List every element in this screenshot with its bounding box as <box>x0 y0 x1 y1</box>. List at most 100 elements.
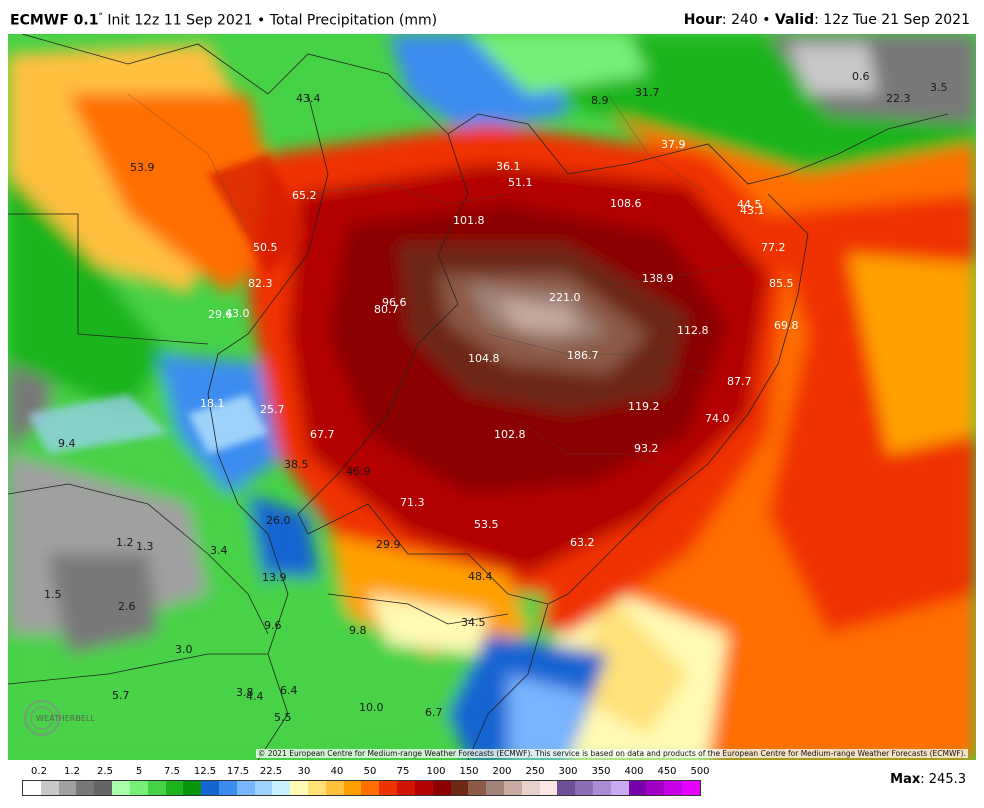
logo-text: WEATHERBELL <box>36 714 95 723</box>
precip-value-label: 1.3 <box>136 540 154 553</box>
legend-swatch <box>593 781 611 795</box>
precip-value-label: 4.4 <box>246 690 264 703</box>
precip-value-label: 63.2 <box>570 536 595 549</box>
legend-swatch <box>521 781 540 795</box>
legend-swatch <box>40 781 59 795</box>
precip-value-label: 108.6 <box>610 197 642 210</box>
precip-value-label: 8.9 <box>591 94 609 107</box>
map-canvas <box>8 34 976 760</box>
precip-value-label: 0.6 <box>852 70 870 83</box>
precip-value-label: 29.9 <box>376 538 401 551</box>
legend-label: 0.2 <box>31 766 47 777</box>
legend-label: 200 <box>492 766 512 777</box>
forecast-time: Hour: 240 • Valid: 12z Tue 21 Sep 2021 <box>684 12 970 28</box>
precip-value-label: 22.3 <box>886 92 911 105</box>
model-name: ECMWF 0.1 <box>10 12 99 29</box>
legend-label: 2.5 <box>97 766 113 777</box>
precip-value-label: 18.1 <box>200 397 225 410</box>
precip-value-label: 87.7 <box>727 375 752 388</box>
precip-value-label: 13.9 <box>262 571 287 584</box>
header: ECMWF 0.1° Init 12z 11 Sep 2021 • Total … <box>0 0 984 34</box>
precip-value-label: 69.8 <box>774 319 799 332</box>
precip-value-label: 29.6 <box>208 308 233 321</box>
legend-label: 75 <box>396 766 410 777</box>
map-title: ECMWF 0.1° Init 12z 11 Sep 2021 • Total … <box>10 12 437 29</box>
legend-swatch <box>682 781 700 795</box>
precip-value-label: 43.0 <box>225 307 250 320</box>
legend-swatch <box>76 781 95 795</box>
precip-value-label: 46.9 <box>346 465 371 478</box>
legend-swatch <box>236 781 255 795</box>
precip-value-label: 3.5 <box>930 81 948 94</box>
valid-label: Valid <box>774 12 815 28</box>
legend-swatch <box>308 781 326 795</box>
state-borders <box>127 93 749 475</box>
legend-label: 450 <box>657 766 677 777</box>
max-value: Max: 245.3 <box>890 772 966 787</box>
precip-value-label: 37.9 <box>661 138 686 151</box>
legend-label: 350 <box>591 766 611 777</box>
precip-value-label: 186.7 <box>567 349 599 362</box>
legend-swatch <box>254 781 273 795</box>
precip-value-label: 221.0 <box>549 291 581 304</box>
max-number: : 245.3 <box>920 772 966 787</box>
legend-label: 1.2 <box>64 766 80 777</box>
legend-label: 50 <box>363 766 377 777</box>
legend-label: 7.5 <box>164 766 180 777</box>
legend-swatch <box>201 781 219 795</box>
legend-label: 500 <box>690 766 710 777</box>
legend-swatch <box>539 781 558 795</box>
legend-swatch <box>343 781 362 795</box>
precip-value-label: 138.9 <box>642 272 674 285</box>
precip-value-label: 74.0 <box>705 412 730 425</box>
precip-value-label: 71.3 <box>400 496 425 509</box>
legend-swatch <box>503 781 522 795</box>
legend-swatch <box>486 781 504 795</box>
precip-value-label: 5.5 <box>274 711 292 724</box>
precip-value-label: 43.1 <box>740 204 765 217</box>
legend-label: 30 <box>297 766 311 777</box>
precip-value-label: 3.0 <box>175 643 193 656</box>
precip-value-label: 50.5 <box>253 241 278 254</box>
legend-swatch <box>129 781 148 795</box>
precip-value-label: 67.7 <box>310 428 335 441</box>
legend-swatch <box>112 781 130 795</box>
legend-swatch <box>165 781 184 795</box>
legend-swatch <box>379 781 398 795</box>
precip-value-label: 1.5 <box>44 588 62 601</box>
precipitation-map[interactable]: 43.4 8.9 31.7 0.6 3.5 22.3 53.9 36.1 51.1 37.9 65.… <box>8 34 976 760</box>
legend-swatch <box>575 781 593 795</box>
precip-value-label: 5.7 <box>112 689 130 702</box>
valid-value: : 12z Tue 21 Sep 2021 <box>814 12 970 28</box>
legend-label: 22.5 <box>259 766 283 777</box>
legend-label: 17.5 <box>226 766 250 777</box>
legend-bar <box>22 780 701 796</box>
legend-swatch <box>147 781 166 795</box>
precip-value-label: 9.4 <box>58 437 76 450</box>
hour-label: Hour <box>683 12 722 28</box>
country-borders <box>8 34 949 760</box>
color-legend: 0.2 1.2 2.5 5 7.5 12.5 17.5 22.5 30 40 50 75 100 150 2… <box>22 764 710 804</box>
legend-label: 100 <box>426 766 446 777</box>
legend-swatch <box>58 781 77 795</box>
degree-sign: ° <box>98 12 103 22</box>
separator: • <box>257 12 266 29</box>
legend-swatch <box>450 781 469 795</box>
precip-value-label: 3.8 <box>236 686 254 699</box>
precip-value-label: 44.5 <box>737 198 762 211</box>
precip-value-label: 101.8 <box>453 214 485 227</box>
legend-swatch <box>414 781 433 795</box>
legend-swatch <box>397 781 415 795</box>
precip-value-label: 80.7 <box>374 303 399 316</box>
precip-value-label: 6.4 <box>280 684 298 697</box>
precip-value-label: 51.1 <box>508 176 533 189</box>
legend-swatch <box>432 781 451 795</box>
precip-value-label: 85.5 <box>769 277 794 290</box>
legend-labels: 0.2 1.2 2.5 5 7.5 12.5 17.5 22.5 30 40 50 75 100 150 2… <box>22 766 710 780</box>
precip-value-label: 104.8 <box>468 352 500 365</box>
precip-value-label: 102.8 <box>494 428 526 441</box>
legend-label: 5 <box>135 766 143 777</box>
precip-value-label: 119.2 <box>628 400 660 413</box>
precip-value-label: 38.5 <box>284 458 309 471</box>
precip-value-label: 34.5 <box>461 616 486 629</box>
